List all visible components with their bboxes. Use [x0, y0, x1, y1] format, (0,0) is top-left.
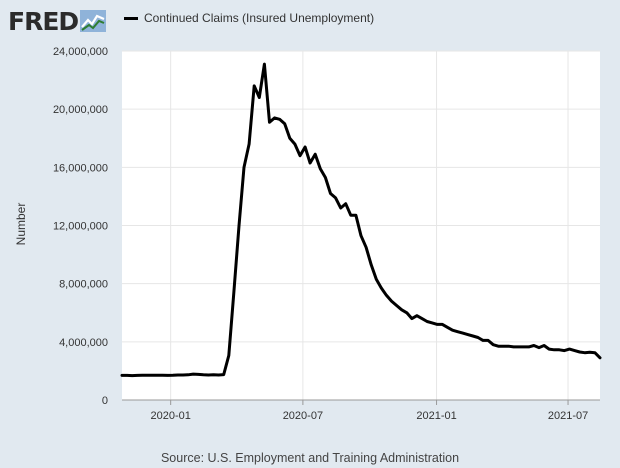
x-tick-label: 2020-07: [283, 410, 323, 422]
y-tick-label: 16,000,000: [53, 162, 108, 174]
x-tick-label: 2021-01: [416, 410, 456, 422]
legend-label: Continued Claims (Insured Unemployment): [144, 11, 375, 25]
fred-chart-icon: [80, 10, 107, 32]
y-tick-label: 4,000,000: [59, 337, 108, 349]
line-chart: 0 4,000,000 8,000,000 12,000,000 16,000,000 2…: [53, 46, 602, 422]
x-tick-label: 2021-07: [548, 410, 588, 422]
x-tick-label: 2020-01: [150, 410, 190, 422]
chart-legend: Continued Claims (Insured Unemployment): [124, 11, 374, 25]
header: FRED Continued Claims (Insured Unemploym…: [0, 0, 620, 40]
fred-logo-text: FRED: [8, 6, 79, 36]
legend-swatch: [124, 16, 138, 20]
y-tick-label: 24,000,000: [53, 46, 108, 58]
y-tick-label: 0: [102, 395, 108, 407]
y-tick-label: 8,000,000: [59, 279, 108, 291]
y-tick-label: 20,000,000: [53, 104, 108, 116]
series-line: [120, 62, 602, 378]
fred-logo[interactable]: FRED: [8, 6, 107, 36]
source-note: Source: U.S. Employment and Training Adm…: [160, 451, 460, 465]
y-axis-label: Number: [14, 202, 28, 246]
y-tick-label: 12,000,000: [53, 221, 108, 233]
